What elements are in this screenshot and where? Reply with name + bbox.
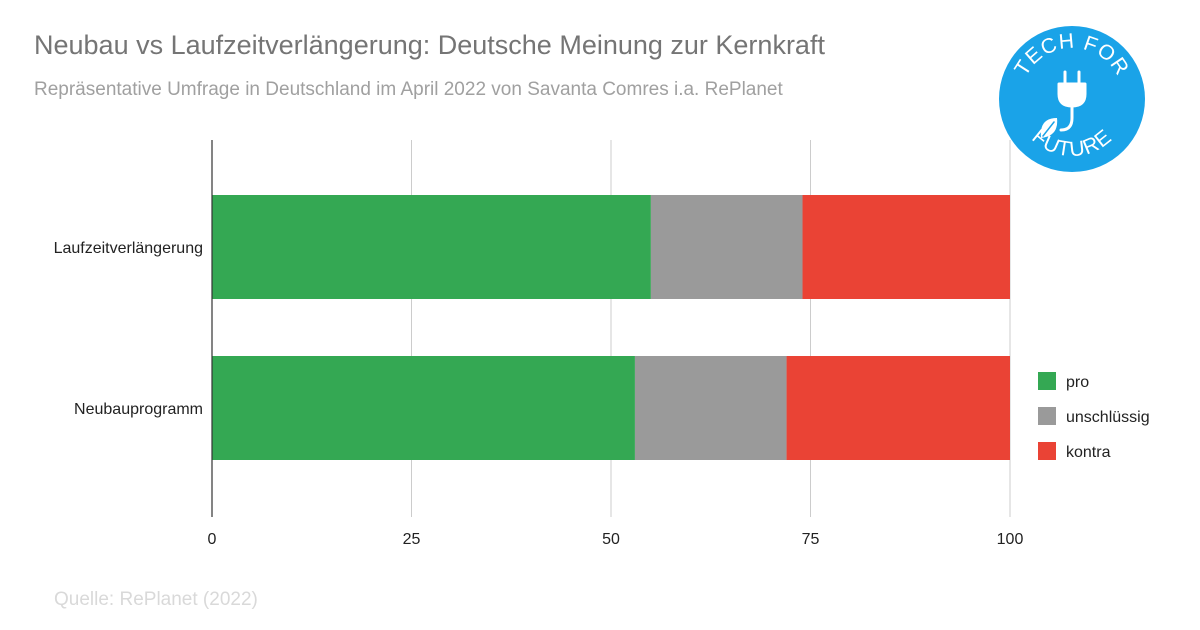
chart-title: Neubau vs Laufzeitverlängerung: Deutsche… [34, 30, 825, 60]
bar-segment-kontra [786, 356, 1010, 460]
legend-swatch [1038, 442, 1056, 460]
x-tick-label: 100 [997, 531, 1024, 548]
bar-segment-pro [212, 195, 651, 299]
bar-segment-unschlüssig [634, 356, 787, 460]
source-note: Quelle: RePlanet (2022) [54, 589, 258, 610]
legend-label: pro [1066, 374, 1089, 391]
x-tick-label: 75 [802, 531, 820, 548]
x-tick-label: 50 [602, 531, 620, 548]
tech-for-future-logo: TECH FOR FUTURE [999, 26, 1145, 172]
bar-segment-pro [212, 356, 635, 460]
x-tick-label: 25 [403, 531, 421, 548]
category-label: Neubauprogramm [74, 401, 203, 418]
legend-swatch [1038, 372, 1056, 390]
x-tick-label: 0 [208, 531, 217, 548]
bar-segment-kontra [802, 195, 1010, 299]
legend-label: unschlüssig [1066, 409, 1150, 426]
plug-leaf-icon [1040, 70, 1087, 138]
legend-label: kontra [1066, 444, 1111, 461]
legend-swatch [1038, 407, 1056, 425]
chart-subtitle: Repräsentative Umfrage in Deutschland im… [34, 79, 783, 100]
category-label: Laufzeitverlängerung [54, 240, 203, 257]
bar-segment-unschlüssig [650, 195, 803, 299]
